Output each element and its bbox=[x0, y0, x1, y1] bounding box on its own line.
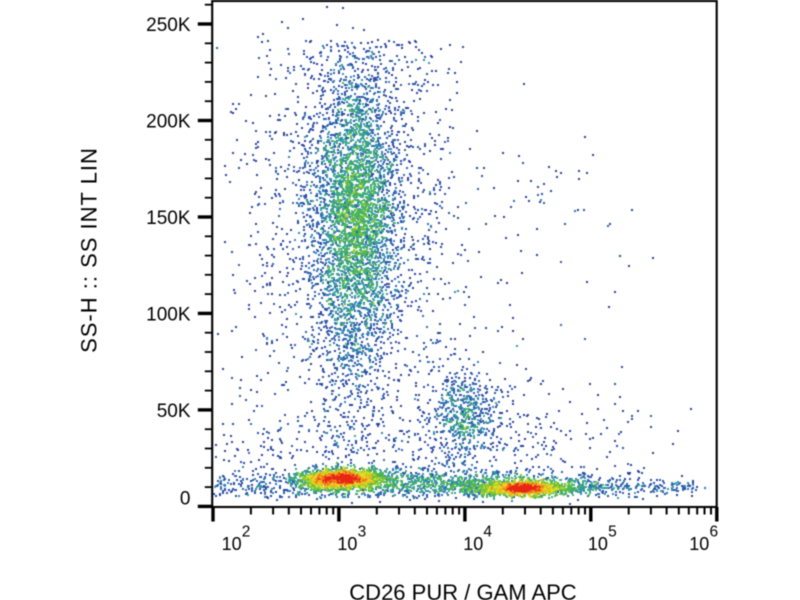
svg-text:2: 2 bbox=[242, 523, 251, 540]
svg-text:4: 4 bbox=[483, 523, 492, 540]
svg-text:10: 10 bbox=[689, 534, 709, 554]
svg-text:6: 6 bbox=[710, 523, 719, 540]
svg-text:5: 5 bbox=[608, 523, 617, 540]
svg-text:10: 10 bbox=[463, 534, 483, 554]
svg-text:SS-H :: SS INT LIN: SS-H :: SS INT LIN bbox=[77, 147, 102, 353]
svg-text:0: 0 bbox=[180, 489, 191, 510]
svg-text:150K: 150K bbox=[146, 208, 191, 229]
svg-text:10: 10 bbox=[588, 534, 608, 554]
svg-text:200K: 200K bbox=[146, 112, 191, 133]
svg-text:10: 10 bbox=[337, 534, 357, 554]
svg-text:100K: 100K bbox=[146, 305, 191, 326]
svg-text:3: 3 bbox=[358, 523, 367, 540]
svg-text:CD26 PUR / GAM APC: CD26 PUR / GAM APC bbox=[349, 580, 577, 600]
svg-text:250K: 250K bbox=[146, 15, 191, 36]
svg-text:10: 10 bbox=[222, 534, 242, 554]
svg-text:50K: 50K bbox=[157, 401, 191, 422]
